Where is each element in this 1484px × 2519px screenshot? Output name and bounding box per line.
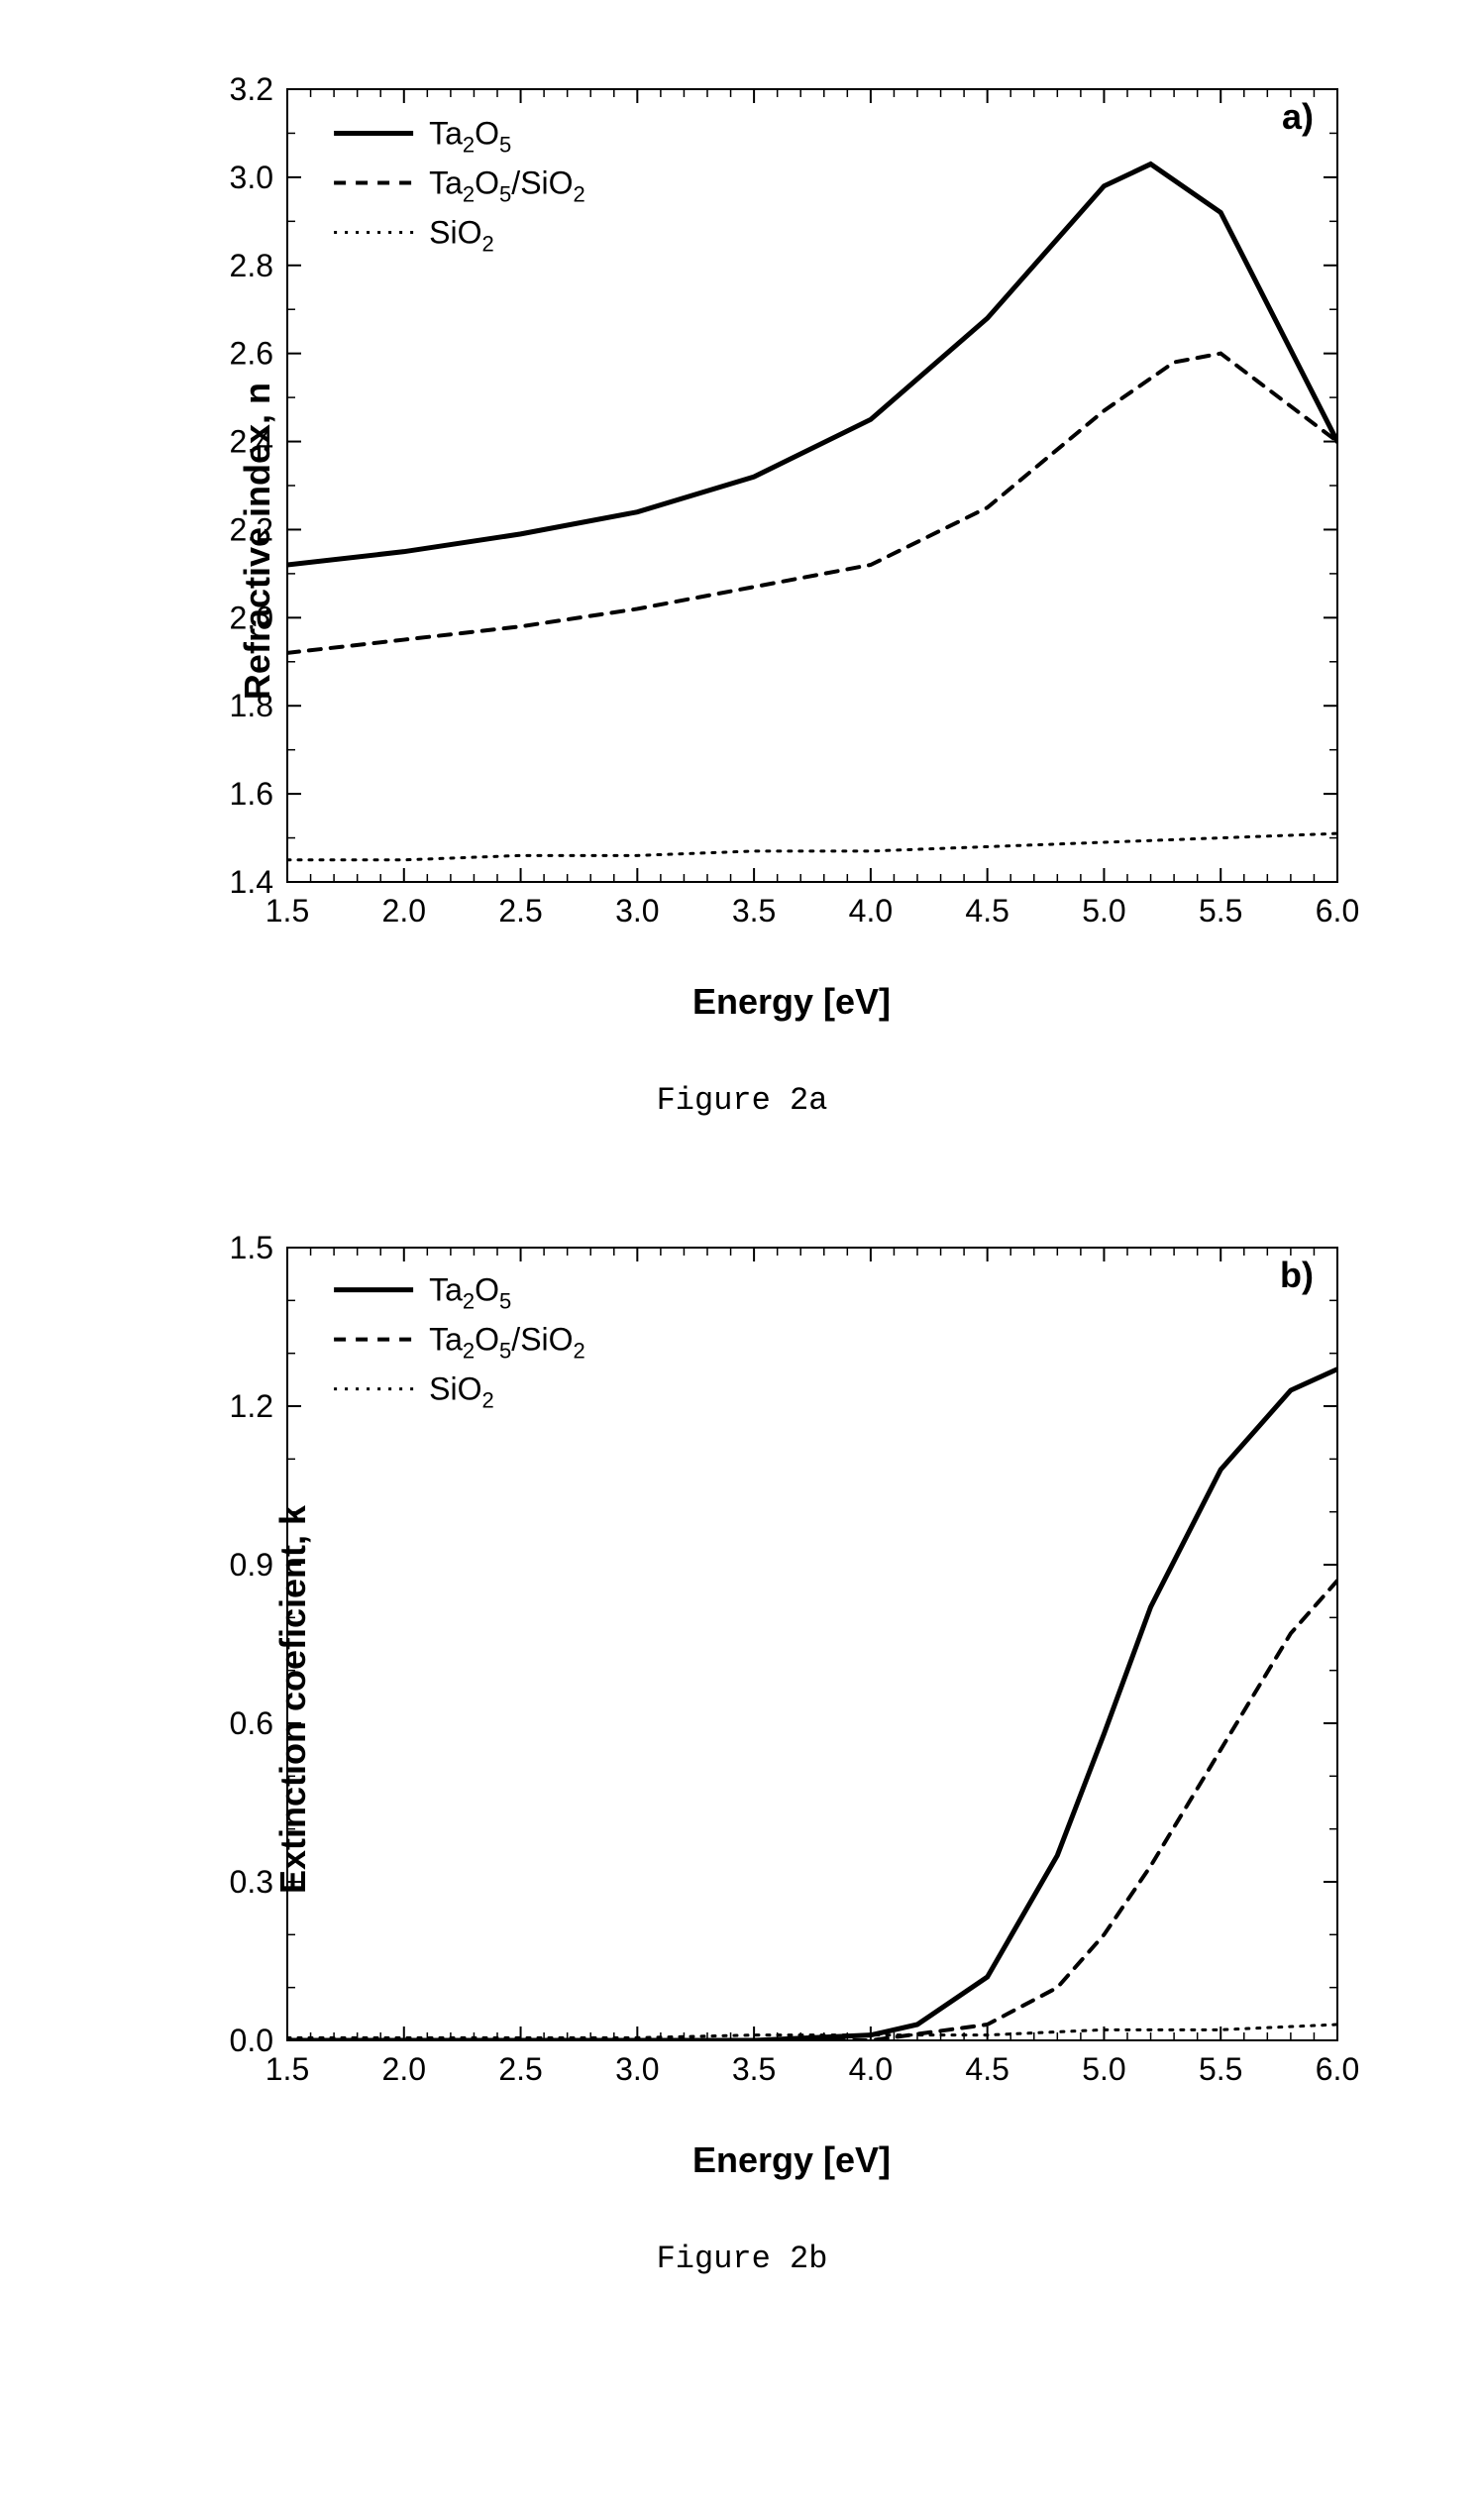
caption-a: Figure 2a — [79, 1082, 1405, 1119]
svg-text:b): b) — [1280, 1255, 1314, 1295]
svg-text:3.0: 3.0 — [615, 893, 659, 929]
svg-text:3.5: 3.5 — [732, 893, 776, 929]
figure-b: Extinction coeficient, k 1.5 2.0 2.5 3.0 3.5… — [79, 1218, 1405, 2277]
xaxis-label-b: Energy [eV] — [178, 2139, 1405, 2181]
svg-text:6.0: 6.0 — [1316, 893, 1359, 929]
svg-text:0.9: 0.9 — [230, 1547, 273, 1583]
svg-text:1.4: 1.4 — [230, 864, 273, 900]
chart-b-svg: 1.5 2.0 2.5 3.0 3.5 4.0 4.5 5.0 5.5 6.0 0.0 0.3 0.6 0… — [178, 1218, 1367, 2110]
svg-text:2.5: 2.5 — [498, 893, 542, 929]
svg-text:5.0: 5.0 — [1082, 2051, 1125, 2087]
svg-text:1.6: 1.6 — [230, 776, 273, 812]
chart-a-wrapper: Refractive index, n 1.52.02.53.03.54.04.… — [178, 59, 1405, 1023]
svg-text:3.0: 3.0 — [615, 2051, 659, 2087]
svg-text:6.0: 6.0 — [1316, 2051, 1359, 2087]
svg-text:0.0: 0.0 — [230, 2023, 273, 2058]
svg-text:a): a) — [1282, 96, 1314, 137]
yaxis-label-a: Refractive index, n — [237, 383, 278, 700]
xaxis-label-a: Energy [eV] — [178, 981, 1405, 1023]
svg-text:2.0: 2.0 — [382, 2051, 426, 2087]
svg-text:0.6: 0.6 — [230, 1705, 273, 1741]
svg-text:2.0: 2.0 — [382, 893, 426, 929]
svg-text:4.0: 4.0 — [849, 2051, 893, 2087]
svg-text:5.5: 5.5 — [1199, 893, 1242, 929]
svg-text:3.2: 3.2 — [230, 71, 273, 107]
svg-text:0.3: 0.3 — [230, 1864, 273, 1900]
svg-text:4.0: 4.0 — [849, 893, 893, 929]
chart-b-wrapper: Extinction coeficient, k 1.5 2.0 2.5 3.0 3.5… — [178, 1218, 1405, 2181]
caption-b: Figure 2b — [79, 2241, 1405, 2277]
svg-text:3.0: 3.0 — [230, 160, 273, 195]
svg-text:5.0: 5.0 — [1082, 893, 1125, 929]
chart-a-svg: 1.52.02.53.03.54.04.55.05.56.01.41.61.82… — [178, 59, 1367, 951]
svg-text:2.5: 2.5 — [498, 2051, 542, 2087]
svg-text:3.5: 3.5 — [732, 2051, 776, 2087]
svg-text:2.8: 2.8 — [230, 248, 273, 283]
yaxis-label-b: Extinction coeficient, k — [272, 1505, 314, 1894]
svg-text:1.2: 1.2 — [230, 1388, 273, 1424]
figure-a: Refractive index, n 1.52.02.53.03.54.04.… — [79, 59, 1405, 1119]
svg-text:5.5: 5.5 — [1199, 2051, 1242, 2087]
svg-text:4.5: 4.5 — [965, 2051, 1008, 2087]
svg-text:1.5: 1.5 — [230, 1230, 273, 1265]
svg-text:2.6: 2.6 — [230, 336, 273, 372]
svg-text:4.5: 4.5 — [965, 893, 1008, 929]
